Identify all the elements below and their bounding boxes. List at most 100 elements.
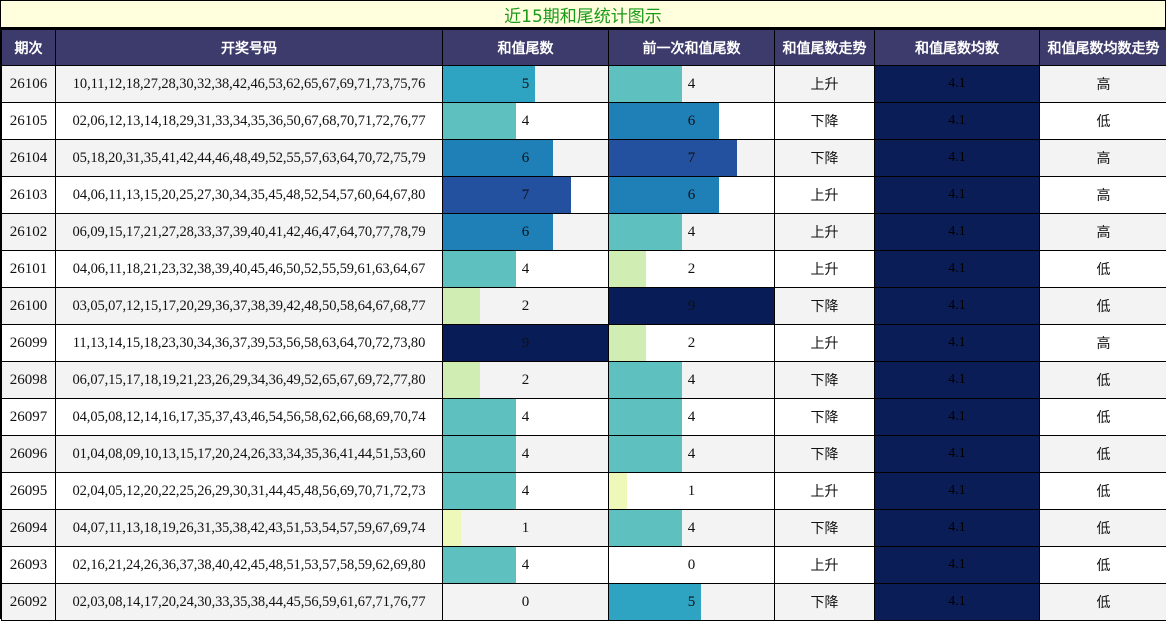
cell-trend[interactable]: 下降	[775, 510, 875, 547]
cell-tail[interactable]: 6	[443, 214, 609, 251]
cell-tail[interactable]: 4	[443, 436, 609, 473]
header-period[interactable]: 期次	[2, 30, 56, 66]
cell-trend[interactable]: 上升	[775, 547, 875, 584]
cell-avg[interactable]: 4.1	[875, 584, 1040, 621]
cell-trend[interactable]: 下降	[775, 140, 875, 177]
cell-avg[interactable]: 4.1	[875, 436, 1040, 473]
header-avg[interactable]: 和值尾数均数	[875, 30, 1040, 66]
cell-trend[interactable]: 上升	[775, 214, 875, 251]
cell-trend[interactable]: 下降	[775, 436, 875, 473]
cell-prev-tail[interactable]: 4	[609, 436, 775, 473]
cell-prev-tail[interactable]: 4	[609, 66, 775, 103]
cell-numbers[interactable]: 05,18,20,31,35,41,42,44,46,48,49,52,55,5…	[56, 140, 443, 177]
cell-tail[interactable]: 4	[443, 103, 609, 140]
cell-tail[interactable]: 2	[443, 362, 609, 399]
cell-avg[interactable]: 4.1	[875, 325, 1040, 362]
cell-trend[interactable]: 上升	[775, 473, 875, 510]
cell-trend[interactable]: 上升	[775, 177, 875, 214]
cell-tail[interactable]: 7	[443, 177, 609, 214]
header-prev-tail[interactable]: 前一次和值尾数	[609, 30, 775, 66]
cell-numbers[interactable]: 10,11,12,18,27,28,30,32,38,42,46,53,62,6…	[56, 66, 443, 103]
cell-tail[interactable]: 6	[443, 140, 609, 177]
cell-period[interactable]: 26093	[2, 547, 56, 584]
cell-avg-trend[interactable]: 高	[1040, 325, 1166, 362]
cell-period[interactable]: 26106	[2, 66, 56, 103]
cell-period[interactable]: 26096	[2, 436, 56, 473]
cell-avg-trend[interactable]: 低	[1040, 584, 1166, 621]
cell-period[interactable]: 26097	[2, 399, 56, 436]
cell-period[interactable]: 26102	[2, 214, 56, 251]
cell-avg[interactable]: 4.1	[875, 510, 1040, 547]
cell-prev-tail[interactable]: 2	[609, 325, 775, 362]
cell-prev-tail[interactable]: 4	[609, 510, 775, 547]
cell-trend[interactable]: 下降	[775, 288, 875, 325]
cell-avg-trend[interactable]: 低	[1040, 399, 1166, 436]
cell-tail[interactable]: 4	[443, 399, 609, 436]
cell-avg[interactable]: 4.1	[875, 66, 1040, 103]
cell-numbers[interactable]: 04,06,11,13,15,20,25,27,30,34,35,45,48,5…	[56, 177, 443, 214]
cell-prev-tail[interactable]: 0	[609, 547, 775, 584]
cell-prev-tail[interactable]: 2	[609, 251, 775, 288]
cell-trend[interactable]: 下降	[775, 584, 875, 621]
cell-numbers[interactable]: 02,03,08,14,17,20,24,30,33,35,38,44,45,5…	[56, 584, 443, 621]
cell-avg-trend[interactable]: 低	[1040, 473, 1166, 510]
cell-trend[interactable]: 下降	[775, 103, 875, 140]
cell-avg-trend[interactable]: 低	[1040, 251, 1166, 288]
cell-prev-tail[interactable]: 4	[609, 399, 775, 436]
cell-tail[interactable]: 4	[443, 473, 609, 510]
cell-avg-trend[interactable]: 高	[1040, 214, 1166, 251]
cell-avg-trend[interactable]: 低	[1040, 362, 1166, 399]
cell-prev-tail[interactable]: 6	[609, 103, 775, 140]
header-trend[interactable]: 和值尾数走势	[775, 30, 875, 66]
cell-prev-tail[interactable]: 4	[609, 214, 775, 251]
cell-tail[interactable]: 4	[443, 251, 609, 288]
cell-avg-trend[interactable]: 高	[1040, 140, 1166, 177]
cell-avg-trend[interactable]: 低	[1040, 103, 1166, 140]
cell-avg-trend[interactable]: 低	[1040, 510, 1166, 547]
cell-period[interactable]: 26095	[2, 473, 56, 510]
cell-period[interactable]: 26100	[2, 288, 56, 325]
cell-trend[interactable]: 上升	[775, 66, 875, 103]
cell-numbers[interactable]: 11,13,14,15,18,23,30,34,36,37,39,53,56,5…	[56, 325, 443, 362]
cell-tail[interactable]: 2	[443, 288, 609, 325]
cell-prev-tail[interactable]: 9	[609, 288, 775, 325]
cell-numbers[interactable]: 02,06,12,13,14,18,29,31,33,34,35,36,50,6…	[56, 103, 443, 140]
cell-avg-trend[interactable]: 低	[1040, 288, 1166, 325]
cell-period[interactable]: 26094	[2, 510, 56, 547]
cell-avg[interactable]: 4.1	[875, 177, 1040, 214]
cell-period[interactable]: 26092	[2, 584, 56, 621]
header-numbers[interactable]: 开奖号码	[56, 30, 443, 66]
cell-tail[interactable]: 1	[443, 510, 609, 547]
cell-tail[interactable]: 0	[443, 584, 609, 621]
cell-avg[interactable]: 4.1	[875, 362, 1040, 399]
cell-trend[interactable]: 下降	[775, 399, 875, 436]
cell-numbers[interactable]: 06,07,15,17,18,19,21,23,26,29,34,36,49,5…	[56, 362, 443, 399]
cell-tail[interactable]: 5	[443, 66, 609, 103]
cell-avg[interactable]: 4.1	[875, 103, 1040, 140]
cell-numbers[interactable]: 06,09,15,17,21,27,28,33,37,39,40,41,42,4…	[56, 214, 443, 251]
cell-numbers[interactable]: 04,07,11,13,18,19,26,31,35,38,42,43,51,5…	[56, 510, 443, 547]
cell-prev-tail[interactable]: 1	[609, 473, 775, 510]
cell-avg[interactable]: 4.1	[875, 251, 1040, 288]
cell-tail[interactable]: 4	[443, 547, 609, 584]
cell-trend[interactable]: 上升	[775, 251, 875, 288]
cell-numbers[interactable]: 04,05,08,12,14,16,17,35,37,43,46,54,56,5…	[56, 399, 443, 436]
cell-period[interactable]: 26105	[2, 103, 56, 140]
cell-numbers[interactable]: 04,06,11,18,21,23,32,38,39,40,45,46,50,5…	[56, 251, 443, 288]
cell-avg[interactable]: 4.1	[875, 288, 1040, 325]
cell-trend[interactable]: 上升	[775, 325, 875, 362]
header-tail[interactable]: 和值尾数	[443, 30, 609, 66]
cell-period[interactable]: 26103	[2, 177, 56, 214]
header-avg-trend[interactable]: 和值尾数均数走势	[1040, 30, 1166, 66]
cell-prev-tail[interactable]: 5	[609, 584, 775, 621]
cell-avg-trend[interactable]: 低	[1040, 547, 1166, 584]
cell-avg[interactable]: 4.1	[875, 547, 1040, 584]
cell-period[interactable]: 26099	[2, 325, 56, 362]
cell-prev-tail[interactable]: 6	[609, 177, 775, 214]
cell-tail[interactable]: 9	[443, 325, 609, 362]
cell-avg-trend[interactable]: 高	[1040, 66, 1166, 103]
cell-period[interactable]: 26101	[2, 251, 56, 288]
cell-avg[interactable]: 4.1	[875, 399, 1040, 436]
cell-numbers[interactable]: 02,16,21,24,26,36,37,38,40,42,45,48,51,5…	[56, 547, 443, 584]
cell-numbers[interactable]: 01,04,08,09,10,13,15,17,20,24,26,33,34,3…	[56, 436, 443, 473]
